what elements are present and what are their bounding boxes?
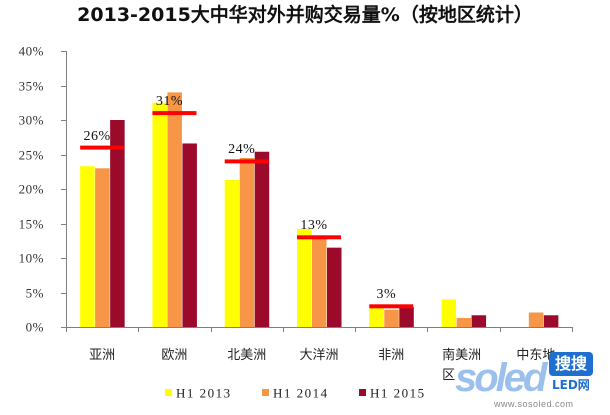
bar-series-0-cat-4: [369, 307, 384, 327]
category-label-4: 非洲: [378, 348, 405, 363]
bar-series-1-cat-5: [456, 318, 472, 327]
average-label-cat-1: 31%: [155, 94, 184, 110]
bar-series-0-cat-1: [152, 102, 167, 327]
bar-series-2-cat-6: [543, 315, 559, 327]
y-tick-label-3: 15%: [18, 216, 44, 231]
y-tick-label-6: 30%: [18, 112, 44, 128]
legend-swatch-1: [262, 389, 269, 396]
category-label-2: 北美洲: [227, 348, 267, 363]
bar-series-2-cat-4: [399, 306, 414, 327]
bar-series-1-cat-1: [167, 92, 182, 328]
category-label-1: 欧洲: [161, 348, 188, 363]
average-line-cat-3: [297, 235, 341, 240]
average-label-cat-2: 24%: [228, 142, 256, 158]
bar-series-1-cat-3: [312, 238, 327, 327]
bar-series-0-cat-0: [80, 166, 95, 327]
bar-series-2-cat-0: [110, 120, 125, 327]
y-tick-label-5: 25%: [18, 147, 44, 162]
category-label-3: 大洋洲: [299, 348, 339, 363]
y-tick-label-8: 40%: [18, 43, 44, 59]
average-line-cat-0: [80, 145, 125, 150]
bar-series-2-cat-5: [471, 315, 487, 327]
y-tick-label-0: 0%: [25, 319, 44, 335]
category-label-5: 南美洲区: [442, 348, 482, 383]
bar-series-1-cat-0: [95, 168, 110, 327]
bar-series-2-cat-3: [327, 247, 342, 327]
y-tick-label-1: 5%: [25, 285, 44, 300]
legend-label-1: H1 2014: [273, 385, 329, 401]
bar-series-0-cat-5: [441, 299, 457, 327]
legend-label-2: H1 2015: [370, 385, 426, 401]
category-label-6: 中东地: [516, 348, 556, 363]
average-line-cat-2: [224, 159, 269, 164]
legend-label-0: H1 2013: [176, 385, 232, 401]
y-tick-label-2: 10%: [18, 250, 44, 266]
bar-series-1-cat-2: [239, 157, 255, 327]
bar-series-2-cat-2: [254, 151, 270, 327]
category-label-0: 亚洲: [89, 348, 116, 363]
legend-swatch-2: [359, 389, 366, 396]
y-tick-label-7: 35%: [18, 78, 44, 93]
bar-series-2-cat-1: [182, 143, 197, 327]
average-line-cat-1: [152, 111, 197, 116]
average-label-cat-4: 3%: [376, 287, 397, 303]
bar-series-0-cat-2: [224, 180, 240, 327]
average-label-cat-3: 13%: [300, 218, 328, 234]
average-line-cat-4: [369, 304, 414, 309]
chart-title: 2013-2015大中华对外并购交易量%（按地区统计）: [77, 4, 533, 26]
average-label-cat-0: 26%: [83, 128, 111, 144]
bar-series-1-cat-6: [528, 312, 544, 327]
bar-series-0-cat-3: [297, 229, 312, 327]
legend-swatch-0: [165, 389, 172, 396]
bar-series-1-cat-4: [384, 309, 399, 327]
y-tick-label-4: 20%: [18, 181, 44, 197]
